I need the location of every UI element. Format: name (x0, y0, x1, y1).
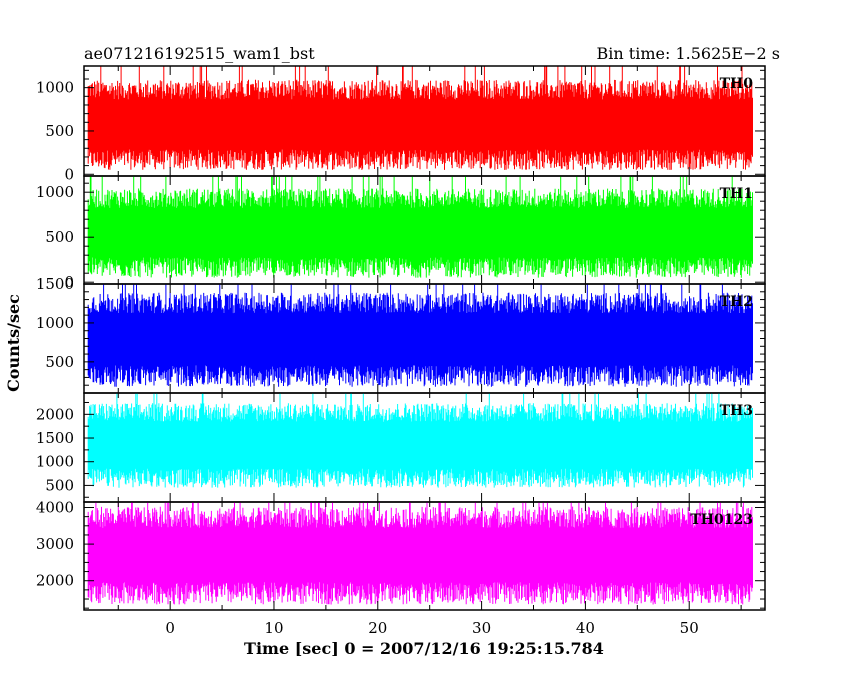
series-th3-trace (87, 393, 753, 488)
series-th0123-trace (87, 502, 753, 605)
panel-label-th2: TH2 (720, 294, 753, 310)
x-tick-label: 40 (576, 619, 595, 637)
bin-time-label: Bin time: 1.5625E−2 s (597, 44, 780, 63)
x-tick-label: 0 (165, 619, 175, 637)
y-tick-label: 1500 (36, 429, 74, 447)
x-axis: 0 10 20 30 40 50 (165, 619, 698, 637)
series-th0-trace (87, 66, 753, 170)
panel-label-th1: TH1 (720, 186, 753, 202)
y-tick-label: 500 (45, 228, 74, 246)
x-tick-label: 20 (368, 619, 387, 637)
panel-th1: 0 500 1000 TH1 (36, 175, 766, 291)
y-tick-label: 2000 (36, 572, 74, 590)
series-th2-trace (87, 284, 753, 387)
y-tick-label: 500 (45, 476, 74, 494)
panel-th2: 500 1000 1500 TH2 (36, 275, 766, 394)
y-tick-label: 1500 (36, 275, 74, 293)
y-tick-label: 2000 (36, 405, 74, 423)
panel-th3: 500 1000 1500 2000 TH3 (36, 392, 766, 503)
y-tick-label: 3000 (36, 535, 74, 553)
y-tick-label: 0 (64, 273, 74, 291)
chart-title: ae071216192515_wam1_bst (84, 44, 315, 63)
x-tick-label: 50 (680, 619, 699, 637)
y-tick-label: 500 (45, 122, 74, 140)
series-th1-trace (87, 176, 753, 278)
y-tick-label: 1000 (36, 183, 74, 201)
x-tick-label: 10 (264, 619, 283, 637)
panels-group: 0 500 1000 TH0 0 500 1000 TH1 500 1000 1500 TH2 500 1… (36, 65, 766, 611)
y-tick-label: 1000 (36, 453, 74, 471)
y-axis-title: Counts/sec (4, 294, 23, 392)
y-tick-label: 500 (45, 353, 74, 371)
panel-label-th3: TH3 (720, 403, 753, 419)
y-tick-label: 1000 (36, 79, 74, 97)
panel-th0123: 2000 3000 4000 TH0123 (36, 498, 766, 611)
panel-label-th0123: TH0123 (690, 512, 753, 528)
panel-label-th0: TH0 (720, 76, 754, 92)
y-tick-label: 1000 (36, 314, 74, 332)
x-tick-label: 30 (472, 619, 491, 637)
y-tick-label: 0 (64, 165, 74, 183)
y-tick-label: 4000 (36, 498, 74, 516)
panel-frame (83, 501, 766, 611)
x-axis-title: Time [sec] 0 = 2007/12/16 19:25:15.784 (244, 639, 604, 658)
panel-th0: 0 500 1000 TH0 (36, 65, 766, 183)
